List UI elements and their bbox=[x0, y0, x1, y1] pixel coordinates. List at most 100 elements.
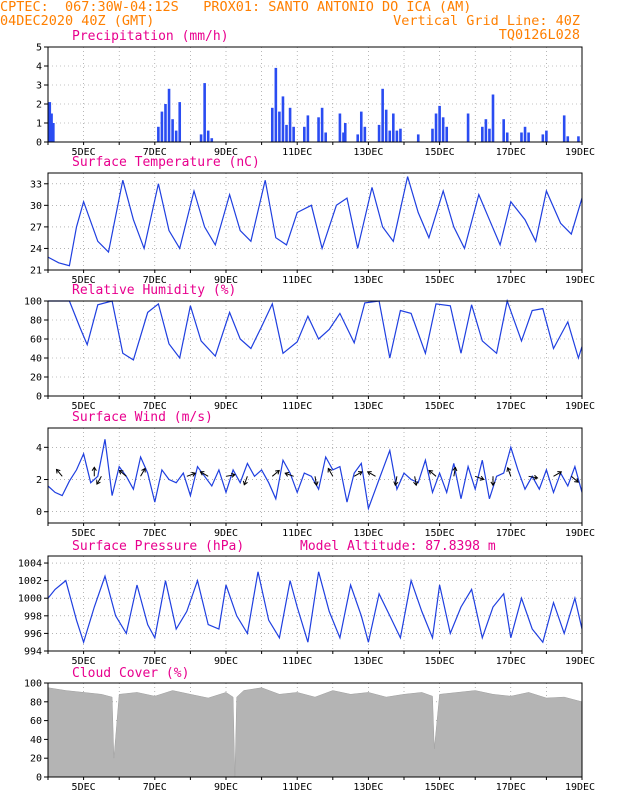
pressure-xtick-label: 7DEC bbox=[143, 656, 167, 667]
precip-bar bbox=[206, 130, 210, 142]
wind-arrow-head bbox=[452, 466, 458, 472]
precip-bar bbox=[157, 126, 160, 142]
wind-arrow bbox=[507, 467, 512, 477]
humidity-xtick-label: 9DEC bbox=[214, 401, 238, 412]
temp-xtick-label: 11DEC bbox=[282, 275, 312, 286]
wind-arrow bbox=[528, 475, 538, 479]
precip-bar bbox=[171, 119, 174, 142]
humidity-frame bbox=[47, 300, 583, 397]
wind-arrow bbox=[394, 476, 398, 486]
precip-xtick-label: 17DEC bbox=[496, 147, 526, 158]
temp-xtick-label: 9DEC bbox=[214, 275, 238, 286]
cloud-title: Cloud Cover (%) bbox=[72, 666, 190, 681]
precip-bar bbox=[285, 124, 288, 142]
wind-xtick-label: 19DEC bbox=[565, 528, 595, 539]
precip-bar bbox=[527, 132, 530, 142]
precip-bar bbox=[395, 130, 399, 142]
pressure-xtick-label: 19DEC bbox=[565, 656, 595, 667]
precip-xtick-label: 9DEC bbox=[214, 147, 238, 158]
precip-bar bbox=[377, 124, 381, 142]
precip-bar bbox=[167, 88, 171, 142]
wind-arrow-head bbox=[479, 475, 485, 481]
wind-ytick-label: 0 bbox=[36, 507, 42, 518]
precip-bar bbox=[399, 128, 402, 142]
wind-arrow bbox=[140, 468, 146, 477]
pressure-ytick-label: 1004 bbox=[18, 559, 42, 570]
precip-bar bbox=[317, 117, 320, 142]
precip-ytick-label: 3 bbox=[36, 81, 42, 92]
wind-arrow bbox=[428, 470, 437, 477]
altitude-annotation: Model Altitude: 87.8398 m bbox=[300, 539, 496, 554]
precip-bar bbox=[160, 111, 164, 142]
wind-arrow-head bbox=[199, 471, 205, 476]
humidity-xtick-label: 5DEC bbox=[72, 401, 96, 412]
wind-arrow-head bbox=[141, 467, 146, 473]
cloud-ytick-label: 80 bbox=[30, 697, 42, 708]
pressure-xtick-label: 9DEC bbox=[214, 656, 238, 667]
precip-bar bbox=[434, 113, 438, 142]
wind-arrow-head bbox=[533, 474, 539, 480]
temp-frame bbox=[47, 172, 583, 271]
temp-series-line bbox=[47, 176, 583, 267]
wind-arrow-head bbox=[366, 471, 372, 476]
precip-bar bbox=[306, 115, 310, 142]
wind-arrow-head bbox=[574, 478, 579, 483]
wind-xtick-label: 5DEC bbox=[72, 528, 96, 539]
precip-bar bbox=[324, 132, 327, 142]
temp-title: Surface Temperature (nC) bbox=[72, 155, 260, 170]
wind-arrow bbox=[186, 472, 196, 477]
temp-ytick-label: 24 bbox=[30, 244, 42, 255]
precip-bar bbox=[431, 128, 434, 142]
temp-ytick-label: 21 bbox=[30, 266, 42, 277]
wind-xtick-label: 7DEC bbox=[143, 528, 167, 539]
wind-arrow bbox=[200, 471, 209, 477]
precip-bar bbox=[388, 130, 392, 142]
pressure-ytick-label: 994 bbox=[24, 647, 42, 658]
precip-bar bbox=[281, 96, 285, 142]
wind-arrow-head bbox=[231, 472, 236, 478]
pressure-xtick-label: 11DEC bbox=[282, 656, 312, 667]
precip-bar bbox=[384, 109, 388, 142]
precip-bar bbox=[505, 132, 509, 142]
pressure-series-line bbox=[47, 571, 583, 645]
precip-bar bbox=[356, 134, 360, 142]
cloud-xtick-label: 13DEC bbox=[353, 782, 383, 793]
temp-ytick-label: 30 bbox=[30, 201, 42, 212]
humidity-ytick-label: 60 bbox=[30, 335, 42, 346]
temp-xtick-label: 7DEC bbox=[143, 275, 167, 286]
wind-arrow-head bbox=[428, 469, 434, 475]
header-line1: CPTEC: 067:30W-04:12S PROX01: SANTO ANTO… bbox=[0, 0, 472, 15]
precip-bar bbox=[502, 119, 505, 142]
precip-bar bbox=[199, 134, 203, 142]
wind-series-line bbox=[47, 439, 583, 511]
pressure-ytick-label: 996 bbox=[24, 629, 42, 640]
wind-arrow bbox=[225, 474, 235, 477]
precip-frame bbox=[47, 46, 583, 143]
precip-bar bbox=[359, 111, 363, 142]
header-grid-note: Vertical Grid Line: 40Z bbox=[393, 13, 580, 29]
cloud-ytick-label: 100 bbox=[24, 679, 42, 690]
precip-bar bbox=[278, 111, 281, 142]
precip-bar bbox=[320, 107, 324, 142]
temp-xtick-label: 19DEC bbox=[565, 275, 595, 286]
wind-xtick-label: 13DEC bbox=[353, 528, 383, 539]
wind-arrow bbox=[243, 476, 248, 485]
precip-ytick-label: 2 bbox=[36, 100, 42, 111]
wind-arrow bbox=[285, 472, 294, 477]
wind-xtick-label: 17DEC bbox=[496, 528, 526, 539]
pressure-ytick-label: 1000 bbox=[18, 594, 42, 605]
humidity-xtick-label: 7DEC bbox=[143, 401, 167, 412]
wind-arrow-head bbox=[313, 481, 319, 487]
humidity-xtick-label: 11DEC bbox=[282, 401, 312, 412]
precip-bar bbox=[577, 136, 580, 142]
cloud-xtick-label: 5DEC bbox=[72, 782, 96, 793]
wind-arrow bbox=[96, 476, 102, 485]
wind-arrow bbox=[553, 471, 562, 477]
precip-bar bbox=[274, 67, 278, 142]
wind-ytick-label: 2 bbox=[36, 475, 42, 486]
humidity-xtick-label: 15DEC bbox=[425, 401, 455, 412]
wind-arrow-head bbox=[91, 466, 97, 471]
humidity-ytick-label: 100 bbox=[24, 297, 42, 308]
precip-bar bbox=[343, 123, 347, 142]
